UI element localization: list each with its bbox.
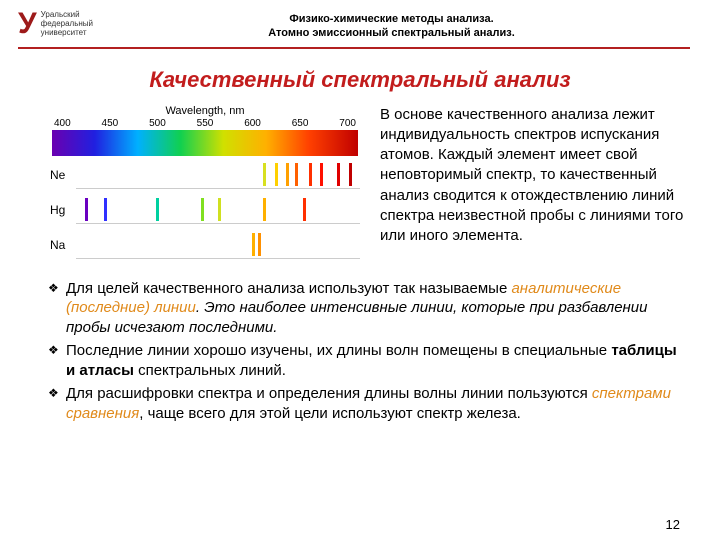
spectral-line: [258, 233, 261, 256]
page-number: 12: [666, 517, 680, 532]
logo-text: Уральский федеральный университет: [41, 10, 93, 37]
element-lines: [76, 231, 360, 259]
spectral-line: [263, 163, 266, 186]
description-paragraph: В основе качественного анализа лежит инд…: [380, 105, 690, 261]
element-label: Ne: [50, 168, 76, 182]
spectral-line: [156, 198, 159, 221]
logo: У Уральский федеральный университет: [18, 10, 93, 37]
spectral-line: [252, 233, 255, 256]
spectral-line: [275, 163, 278, 186]
logo-letter: У: [18, 10, 37, 37]
tick: 500: [149, 118, 166, 129]
tick: 450: [102, 118, 119, 129]
tick: 550: [197, 118, 214, 129]
tick: 650: [292, 118, 309, 129]
element-row: Ne: [50, 159, 360, 191]
bullet-2: Последние линии хорошо изучены, их длины…: [48, 341, 682, 380]
spectral-line: [85, 198, 88, 221]
bullet-list: Для целей качественного анализа использу…: [0, 261, 720, 424]
spectral-line: [337, 163, 340, 186]
slide-title: Качественный спектральный анализ: [0, 67, 720, 93]
spectral-line: [349, 163, 352, 186]
divider: [18, 47, 690, 49]
content-row: Wavelength, nm 400 450 500 550 600 650 700 Ne H…: [0, 105, 720, 261]
header-title: Физико-химические методы анализа. Атомно…: [93, 10, 690, 41]
tick: 700: [339, 118, 356, 129]
element-rows: Ne Hg Na: [50, 159, 360, 261]
spectral-line: [303, 198, 306, 221]
bullet-1: Для целей качественного анализа использу…: [48, 279, 682, 338]
spectral-line: [218, 198, 221, 221]
bullet-3: Для расшифровки спектра и определения дл…: [48, 384, 682, 423]
spectrum-gradient: [52, 130, 358, 156]
spectral-line: [263, 198, 266, 221]
tick: 400: [54, 118, 71, 129]
element-label: Hg: [50, 203, 76, 217]
spectral-line: [295, 163, 298, 186]
axis-ticks: 400 450 500 550 600 650 700: [50, 118, 360, 130]
element-row: Hg: [50, 194, 360, 226]
slide-header: У Уральский федеральный университет Физи…: [0, 0, 720, 45]
element-row: Na: [50, 229, 360, 261]
spectral-line: [309, 163, 312, 186]
element-lines: [76, 161, 360, 189]
spectrum-chart: Wavelength, nm 400 450 500 550 600 650 700 Ne H…: [50, 105, 360, 261]
element-lines: [76, 196, 360, 224]
axis-title: Wavelength, nm: [50, 105, 360, 117]
tick: 600: [244, 118, 261, 129]
spectral-line: [201, 198, 204, 221]
element-label: Na: [50, 238, 76, 252]
spectral-line: [320, 163, 323, 186]
spectral-line: [286, 163, 289, 186]
spectral-line: [104, 198, 107, 221]
